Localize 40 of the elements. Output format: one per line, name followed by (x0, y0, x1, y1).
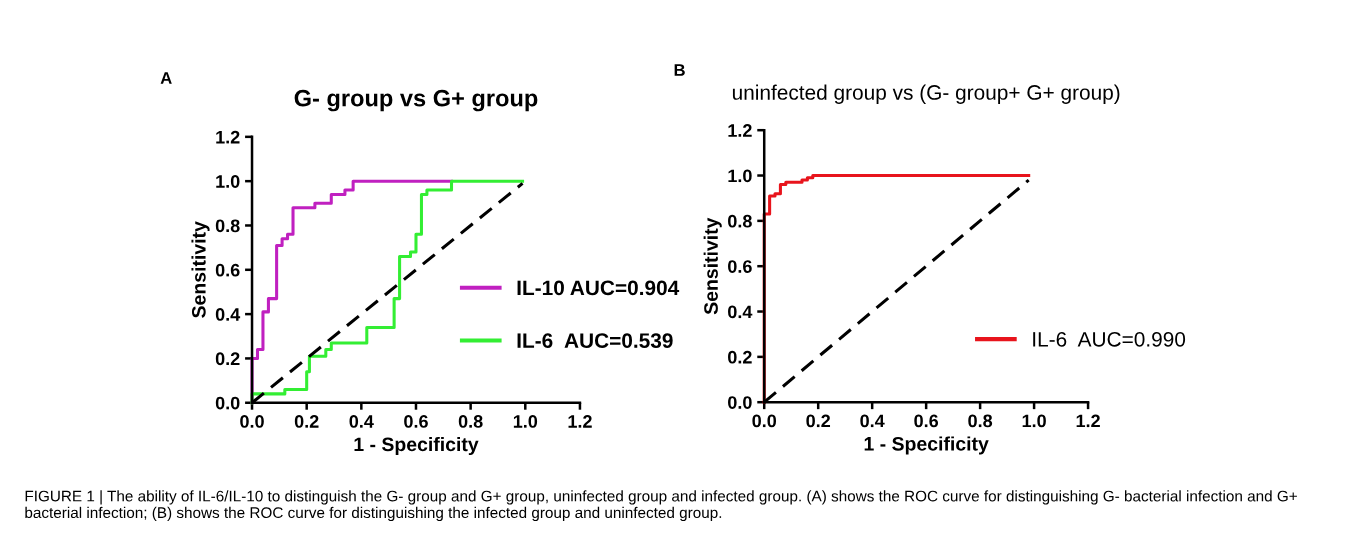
x-tick-label: 0.2 (294, 415, 319, 428)
x-tick-label: 0.4 (860, 414, 885, 428)
chart-title: uninfected group vs (G- group+ G+ group) (732, 84, 1120, 104)
y-tick-label: 0.6 (215, 263, 240, 277)
legend-label: IL-6 AUC=0.539 (517, 333, 673, 349)
y-tick-label: 0.4 (215, 308, 241, 321)
y-tick-label: 1.2 (216, 130, 240, 144)
text: A (160, 72, 172, 84)
x-tick-label: 0.4 (349, 415, 374, 428)
y-tick-label: 0.2 (728, 350, 752, 364)
y-tick-label: 0.8 (215, 219, 240, 233)
x-axis-title: 1 - Specificity (354, 436, 479, 456)
x-tick-label: 0.0 (752, 414, 777, 428)
y-tick-label: 1.0 (216, 175, 240, 188)
y-tick-label: 1.0 (728, 169, 752, 183)
y-tick-label: 0.8 (728, 214, 752, 228)
y-axis-title: Sensitivity (191, 221, 210, 318)
x-tick-label: 0.6 (914, 414, 939, 428)
x-tick-label: 1.0 (1022, 414, 1046, 428)
x-tick-label: 1.2 (1076, 414, 1100, 428)
text: B (674, 64, 685, 76)
y-tick-label: 0.0 (215, 396, 240, 410)
x-axis-title: 1 - Specificity (864, 436, 989, 455)
y-tick-label: 0.6 (728, 260, 752, 273)
x-tick-label: 0.8 (458, 415, 483, 428)
y-tick-label: 1.2 (728, 124, 752, 137)
y-tick-label: 0.2 (215, 352, 240, 366)
x-tick-label: 1.2 (568, 415, 592, 428)
x-tick-label: 0.8 (968, 414, 993, 428)
x-tick-label: 0.6 (404, 415, 428, 428)
caption: FIGURE 1 | The ability of IL-6/IL-10 to distinguish the G- group and G+ group, uninfected group and infected group. (A) shows the ROC curve for distinguishing G- bacterial infection and G+ bacterial infection; (B) shows the ROC curve for distinguishing the infected group and uninfected group. (25, 490, 1297, 522)
x-tick-label: 0.2 (806, 414, 831, 428)
chart-title: G- group vs G+ group (294, 89, 538, 112)
y-tick-label: 0.4 (728, 305, 753, 319)
y-axis-title: Sensitivity (703, 217, 722, 315)
legend-label: IL-6 AUC=0.990 (1033, 331, 1186, 347)
x-tick-label: 1.0 (513, 415, 538, 428)
x-tick-label: 0.0 (240, 415, 264, 428)
y-tick-label: 0.0 (728, 396, 752, 409)
legend-label: IL-10 AUC=0.904 (517, 280, 680, 296)
